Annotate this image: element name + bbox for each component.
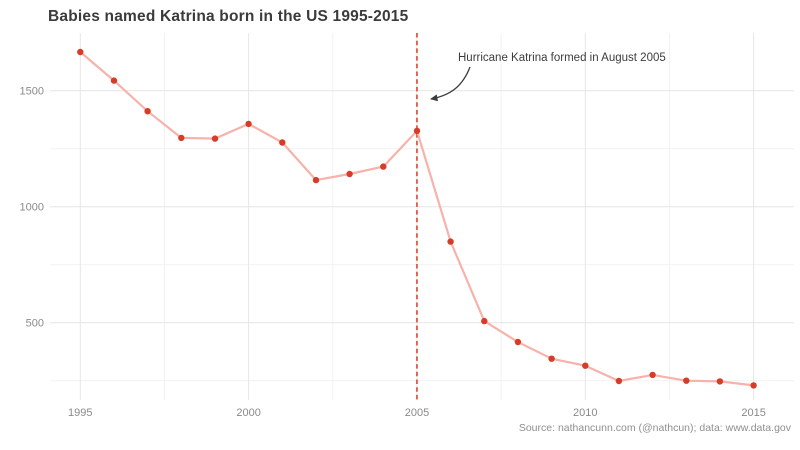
data-point xyxy=(77,48,84,56)
x-axis-tick-labels: 1995 2000 2005 2010 2015 xyxy=(68,407,766,419)
data-point xyxy=(245,120,252,128)
data-point xyxy=(481,317,488,325)
data-point xyxy=(750,382,757,389)
data-point xyxy=(716,378,724,385)
data-point xyxy=(649,371,656,379)
x-tick-label: 2010 xyxy=(573,407,597,419)
y-axis-tick-labels: 500 1000 1500 xyxy=(20,86,44,330)
data-point xyxy=(380,163,387,170)
data-point xyxy=(346,170,353,178)
y-tick-label: 1500 xyxy=(20,86,44,98)
data-point xyxy=(178,134,185,142)
x-tick-label: 1995 xyxy=(68,407,92,419)
gridlines-major xyxy=(50,33,794,400)
data-point xyxy=(144,108,151,115)
chart-title: Babies named Katrina born in the US 1995… xyxy=(48,8,409,25)
source-credit: Source: nathancunn.com (@nathcun); data:… xyxy=(518,422,791,434)
gridlines-minor xyxy=(50,33,794,400)
data-point xyxy=(279,139,286,146)
y-tick-label: 500 xyxy=(26,318,44,330)
data-point xyxy=(211,135,219,142)
data-point xyxy=(413,127,421,135)
data-point xyxy=(514,338,522,346)
data-point xyxy=(615,377,623,385)
curved-arrow xyxy=(430,66,471,102)
x-tick-label: 2015 xyxy=(741,407,765,419)
annotation-label: Hurricane Katrina formed in August 2005 xyxy=(458,52,666,64)
series-points xyxy=(77,48,757,389)
data-point xyxy=(683,377,690,384)
data-point xyxy=(312,176,320,184)
x-tick-label: 2005 xyxy=(405,407,429,419)
x-tick-label: 2000 xyxy=(236,407,260,419)
data-point xyxy=(548,355,555,362)
annotation-arrow-icon xyxy=(430,66,471,102)
data-point xyxy=(447,238,454,245)
data-point xyxy=(582,362,589,369)
data-point xyxy=(110,77,118,84)
y-tick-label: 1000 xyxy=(20,202,44,214)
